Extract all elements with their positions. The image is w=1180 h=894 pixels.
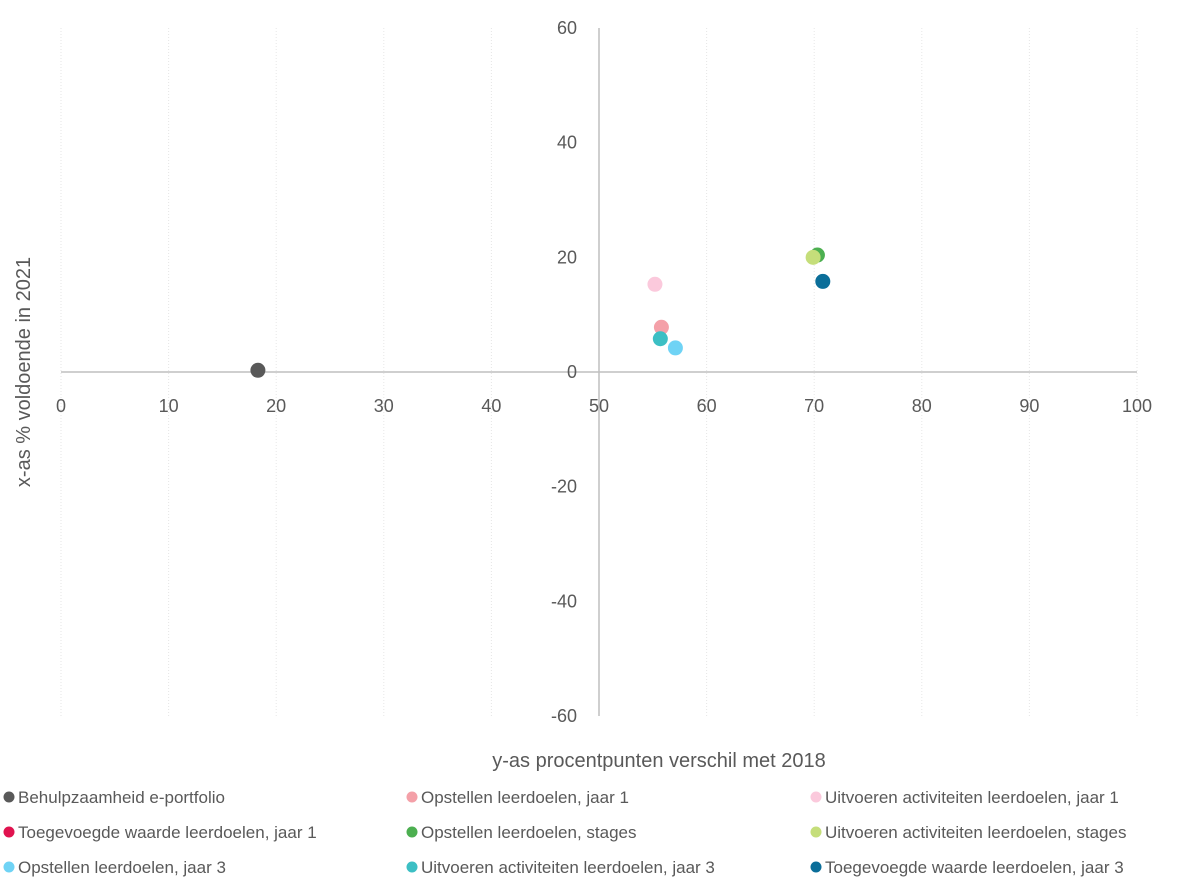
legend-label: Opstellen leerdoelen, jaar 1	[421, 788, 629, 807]
legend-label: Opstellen leerdoelen, jaar 3	[18, 858, 226, 877]
data-point	[815, 273, 831, 289]
legend-label: Behulpzaamheid e-portfolio	[18, 788, 225, 807]
data-point	[647, 276, 663, 292]
y-tick-label: 60	[557, 18, 577, 38]
y-tick-label: -20	[551, 477, 577, 497]
x-tick-label: 90	[1019, 396, 1039, 416]
x-axis-title: y-as procentpunten verschil met 2018	[492, 750, 826, 772]
y-tick-label: -40	[551, 591, 577, 611]
legend-marker	[406, 861, 418, 873]
legend-marker	[3, 826, 15, 838]
y-tick-label: 0	[567, 362, 577, 382]
x-tick-label: 70	[804, 396, 824, 416]
x-tick-label: 40	[481, 396, 501, 416]
y-axis-title: x-as % voldoende in 2021	[13, 257, 35, 487]
data-point	[653, 319, 669, 335]
data-point	[652, 331, 668, 347]
data-points	[250, 247, 831, 378]
legend-item: Uitvoeren activiteiten leerdoelen, jaar …	[406, 858, 715, 877]
x-tick-label: 30	[374, 396, 394, 416]
legend-marker	[3, 861, 15, 873]
tick-labels: 0 10 20 30 40 50 60 70 80 90 100 60 40 20 0 -20 -40 -60	[56, 18, 1152, 726]
legend-label: Uitvoeren activiteiten leerdoelen, jaar …	[825, 788, 1119, 807]
legend-item: Opstellen leerdoelen, stages	[406, 823, 636, 842]
legend-item: Toegevoegde waarde leerdoelen, jaar 1	[3, 823, 317, 842]
legend-label: Toegevoegde waarde leerdoelen, jaar 1	[18, 823, 317, 842]
legend: Behulpzaamheid e-portfolio Opstellen leer…	[3, 788, 1126, 877]
data-point	[805, 249, 821, 265]
legend-marker	[406, 826, 418, 838]
legend-label: Opstellen leerdoelen, stages	[421, 823, 636, 842]
legend-label: Uitvoeren activiteiten leerdoelen, stage…	[825, 823, 1126, 842]
legend-marker	[810, 861, 822, 873]
axes	[61, 28, 1137, 716]
y-tick-label: 40	[557, 133, 577, 153]
legend-item: Uitvoeren activiteiten leerdoelen, jaar …	[810, 788, 1119, 807]
x-tick-label: 60	[697, 396, 717, 416]
legend-marker	[406, 791, 418, 803]
data-point	[667, 340, 683, 356]
legend-item: Opstellen leerdoelen, jaar 3	[3, 858, 226, 877]
x-tick-label: 20	[266, 396, 286, 416]
legend-marker	[810, 791, 822, 803]
x-tick-label: 100	[1122, 396, 1152, 416]
legend-marker	[810, 826, 822, 838]
y-tick-label: -60	[551, 706, 577, 726]
gridlines	[60, 28, 1138, 716]
legend-item: Opstellen leerdoelen, jaar 1	[406, 788, 629, 807]
legend-item: Behulpzaamheid e-portfolio	[3, 788, 225, 807]
x-tick-label: 0	[56, 396, 66, 416]
x-tick-label: 50	[589, 396, 609, 416]
legend-item: Uitvoeren activiteiten leerdoelen, stage…	[810, 823, 1126, 842]
legend-label: Uitvoeren activiteiten leerdoelen, jaar …	[421, 858, 715, 877]
x-tick-label: 80	[912, 396, 932, 416]
data-point	[250, 362, 266, 378]
legend-item: Toegevoegde waarde leerdoelen, jaar 3	[810, 858, 1124, 877]
y-tick-label: 20	[557, 247, 577, 267]
legend-marker	[3, 791, 15, 803]
legend-label: Toegevoegde waarde leerdoelen, jaar 3	[825, 858, 1124, 877]
x-tick-label: 10	[159, 396, 179, 416]
